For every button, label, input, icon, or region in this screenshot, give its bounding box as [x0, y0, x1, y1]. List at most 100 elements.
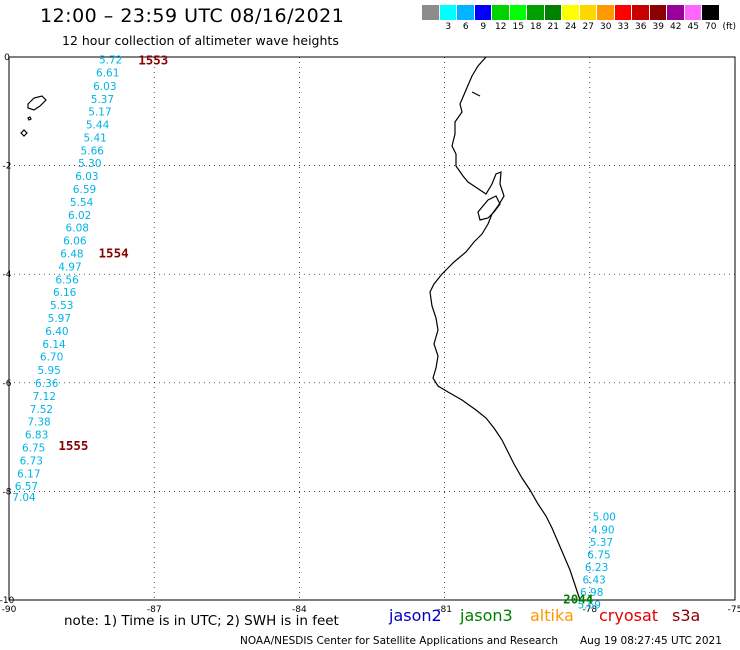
scale-label: 9 — [480, 22, 487, 32]
lon-tick-label: -84 — [292, 605, 307, 615]
swh-value: 6.70 — [40, 352, 63, 364]
satellite-s3a: s3a — [672, 606, 701, 625]
swh-value: 6.23 — [585, 562, 608, 574]
map-subtitle: 12 hour collection of altimeter wave hei… — [62, 33, 339, 48]
swh-value: 7.12 — [33, 391, 56, 403]
swh-value: 4.97 — [58, 262, 81, 274]
lat-tick-label: -2 — [3, 162, 12, 172]
generated-timestamp: Aug 19 08:27:45 UTC 2021 — [580, 635, 722, 647]
swh-value: 6.75 — [22, 442, 45, 454]
swh-value: 7.52 — [30, 404, 53, 416]
swh-value: 6.48 — [60, 249, 83, 261]
scale-label: 42 — [670, 22, 682, 32]
time-label: 2044 — [563, 591, 593, 606]
swh-value: 6.02 — [68, 210, 91, 222]
scale-label: 27 — [582, 22, 594, 32]
swh-value: 5.54 — [70, 197, 94, 209]
scale-swatch — [667, 5, 685, 20]
swh-value: 5.37 — [91, 94, 114, 106]
swh-value: 6.61 — [96, 68, 119, 80]
swh-value: 6.17 — [17, 468, 40, 480]
satellite-altika: altika — [530, 606, 574, 625]
coastline-spur — [471, 91, 481, 97]
lat-tick-label: 0 — [4, 53, 10, 63]
scale-bin: 9 — [474, 5, 492, 32]
scale-bin: 12 — [492, 5, 510, 32]
swh-value: 6.57 — [15, 481, 38, 493]
swh-value: 5.69 — [578, 599, 601, 611]
scale-bin: 30 — [597, 5, 615, 32]
galapagos-island-large — [27, 95, 47, 111]
swh-value: 6.14 — [42, 339, 66, 351]
scale-label: 12 — [495, 22, 507, 32]
scale-label: 70 — [705, 22, 717, 32]
scale-label: 45 — [687, 22, 699, 32]
scale-bin: 36 — [632, 5, 650, 32]
lat-tick-label: -4 — [3, 270, 12, 280]
scale-bin: 33 — [614, 5, 632, 32]
scale-swatch — [614, 5, 632, 20]
swh-value: 5.72 — [99, 55, 122, 67]
galapagos-island-small — [20, 129, 28, 137]
scale-label: 30 — [600, 22, 612, 32]
swh-value: 5.95 — [37, 365, 60, 377]
map-title: 12:00 – 23:59 UTC 08/16/2021 — [40, 5, 345, 27]
scale-unit: (ft) — [722, 22, 737, 32]
swh-value: 6.56 — [55, 275, 79, 287]
swh-value: 6.16 — [53, 287, 77, 299]
scale-bin: 45 — [684, 5, 702, 32]
scale-swatch — [684, 5, 702, 20]
satellite-cryosat: cryosat — [599, 606, 659, 625]
lon-tick-label: -78 — [582, 605, 597, 615]
altimeter-tracks: 5.726.616.035.375.175.445.415.665.306.03… — [12, 53, 616, 612]
scale-swatch — [439, 5, 457, 20]
swh-value: 6.06 — [63, 236, 87, 248]
swh-value: 7.38 — [27, 416, 50, 428]
gulf-inlet — [477, 195, 501, 221]
swh-value: 7.04 — [12, 492, 36, 504]
lat-tick-label: -6 — [3, 379, 12, 389]
coastline-mainland — [429, 56, 581, 601]
scale-bin: 39 — [649, 5, 667, 32]
scale-bin: 27 — [579, 5, 597, 32]
lon-tick-label: -87 — [147, 605, 162, 615]
scale-label: 36 — [635, 22, 647, 32]
scale-bin: 24 — [562, 5, 580, 32]
swh-value: 5.37 — [590, 537, 613, 549]
scale-swatch — [544, 5, 562, 20]
scale-swatch — [474, 5, 492, 20]
lon-tick-label: -75 — [728, 605, 740, 615]
time-label: 1555 — [58, 438, 88, 453]
galapagos-islet — [27, 116, 32, 121]
scale-swatch — [702, 5, 720, 20]
time-label: 1553 — [138, 53, 168, 68]
scale-swatch — [649, 5, 667, 20]
scale-label: 18 — [530, 22, 542, 32]
scale-label: 39 — [652, 22, 664, 32]
scale-bin: 70 — [702, 5, 720, 32]
scale-label: 15 — [512, 22, 524, 32]
scale-label: 6 — [462, 22, 469, 32]
swh-value: 6.40 — [45, 326, 68, 338]
swh-value: 6.36 — [35, 378, 59, 390]
lat-tick-label: -10 — [0, 596, 15, 606]
scale-swatch — [492, 5, 510, 20]
scale-swatch — [562, 5, 580, 20]
swh-value: 5.97 — [48, 313, 71, 325]
scale-bin — [422, 5, 440, 32]
scale-swatch — [457, 5, 475, 20]
swh-value: 5.41 — [83, 132, 106, 144]
swh-value: 6.83 — [25, 429, 48, 441]
scale-bin: 21 — [544, 5, 562, 32]
scale-swatch — [509, 5, 527, 20]
lat-lon-grid — [9, 57, 735, 600]
swh-value: 6.43 — [582, 574, 605, 586]
swh-value: 4.90 — [591, 524, 614, 536]
footnote: note: 1) Time is in UTC; 2) SWH is in fe… — [64, 613, 339, 629]
axis-tick-labels: -90 -87 -84 -81 -78 -75 0 -2 -4 -6 -8 -10 — [0, 53, 740, 615]
scale-bin: 6 — [457, 5, 475, 32]
scale-swatch — [527, 5, 545, 20]
wave-height-color-scale: 3 6 9 12 15 18 21 24 27 30 33 36 39 42 45 70 (ft) — [422, 5, 736, 32]
